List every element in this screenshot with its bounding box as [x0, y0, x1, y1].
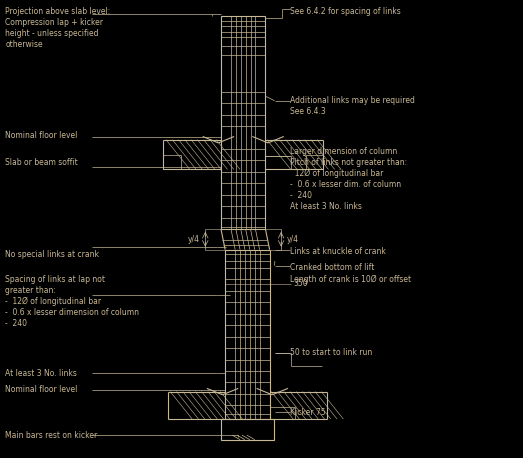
Bar	[231, 16, 255, 229]
Text: Slab or beam soffit: Slab or beam soffit	[5, 158, 78, 167]
Text: Nominal floor level: Nominal floor level	[5, 385, 77, 394]
Text: Spacing of links at lap not
greater than:
-  12Ø of longitudinal bar
-  0.6 x le: Spacing of links at lap not greater than…	[5, 275, 139, 328]
Text: Cranked bottom of lift
Length of crank is 10Ø or offset: Cranked bottom of lift Length of crank i…	[290, 263, 412, 284]
Bar	[266, 156, 291, 169]
Text: 50 to start to link run: 50 to start to link run	[290, 348, 372, 357]
Text: No special links at crank: No special links at crank	[5, 250, 99, 259]
Text: At least 3 No. links: At least 3 No. links	[5, 369, 77, 378]
Text: Kicker 75: Kicker 75	[290, 408, 326, 417]
Bar	[221, 16, 266, 229]
Text: Additional links may be required
See 6.4.3: Additional links may be required See 6.4…	[290, 96, 415, 116]
Text: Projection above slab level:
Compression lap + kicker
height - unless specified
: Projection above slab level: Compression…	[5, 7, 110, 49]
Bar	[270, 407, 295, 419]
Text: Nominal floor level: Nominal floor level	[5, 131, 77, 140]
Text: y/4: y/4	[287, 235, 298, 244]
Text: Larger dimension of column
Pitch of links not greater than:
  12Ø of longitudina: Larger dimension of column Pitch of link…	[290, 147, 407, 211]
Text: Links at knuckle of crank: Links at knuckle of crank	[290, 247, 386, 256]
Text: See 6.4.2 for spacing of links: See 6.4.2 for spacing of links	[290, 7, 401, 16]
Bar	[221, 419, 274, 440]
Bar	[164, 155, 181, 169]
Bar	[305, 155, 323, 169]
Text: y/4: y/4	[188, 235, 200, 244]
Text: 350: 350	[293, 279, 308, 289]
Bar	[225, 250, 270, 419]
Text: Main bars rest on kicker: Main bars rest on kicker	[5, 431, 97, 440]
Bar	[235, 250, 259, 419]
